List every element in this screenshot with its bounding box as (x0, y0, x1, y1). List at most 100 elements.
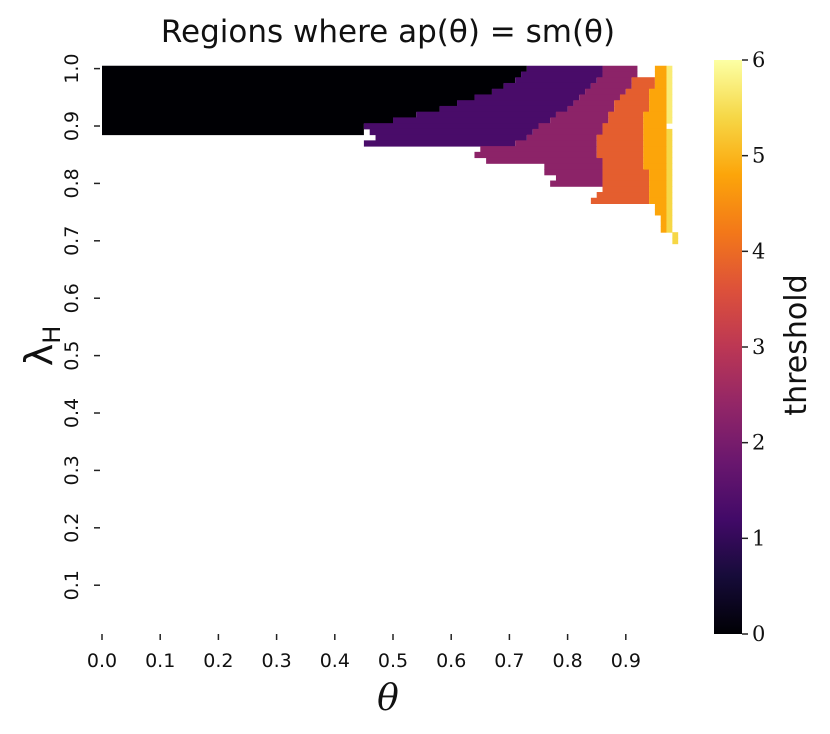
chart-title: Regions where ap(θ) = sm(θ) (161, 14, 615, 50)
heatmap-cell (666, 117, 673, 124)
heatmap-cell (439, 105, 568, 113)
heatmap-cell (666, 71, 673, 78)
heatmap-cells (102, 65, 679, 245)
heatmap-cell (596, 77, 632, 84)
heatmap-cell (643, 157, 667, 164)
y-axis-label-main: λ (17, 344, 61, 367)
heatmap-cell (550, 180, 603, 187)
heatmap-cell (672, 232, 679, 239)
heatmap-cell (544, 163, 603, 170)
heatmap-cell (654, 82, 667, 90)
colorbar-tick-label: 1 (752, 526, 765, 550)
heatmap-cell (102, 65, 527, 72)
heatmap-cell (602, 169, 650, 176)
x-tick-label: 0.8 (552, 650, 582, 672)
colorbar-tick-label: 4 (752, 239, 765, 263)
heatmap-cell (649, 186, 667, 193)
heatmap-cell (649, 197, 667, 204)
y-axis-label: λH (17, 326, 66, 367)
heatmap-cell (416, 111, 556, 118)
heatmap-cell (503, 82, 591, 90)
colorbar-label: threshold (779, 274, 814, 415)
heatmap-cell (666, 100, 673, 107)
heatmap-cell (654, 65, 667, 72)
heatmap-cell (532, 128, 603, 136)
heatmap-cell (631, 77, 655, 84)
heatmap-cell (666, 128, 673, 136)
heatmap-cell (649, 192, 667, 199)
heatmap-cell (579, 94, 620, 101)
heatmap-cell (666, 134, 673, 141)
heatmap-cell (102, 123, 364, 130)
heatmap-cell (666, 203, 673, 210)
heatmap-cell (585, 88, 626, 95)
heatmap-cell (602, 71, 638, 78)
y-tick-label: 0.5 (61, 341, 83, 371)
heatmap-cell (643, 123, 667, 130)
colorbar-tick-label: 5 (752, 144, 765, 168)
y-tick-label: 0.9 (61, 111, 83, 141)
heatmap-cell (649, 88, 667, 95)
heatmap-cell (666, 186, 673, 193)
x-tick-label: 0.2 (203, 650, 233, 672)
y-tick-label: 0.1 (61, 570, 83, 600)
heatmap-cell (666, 169, 673, 176)
heatmap-cell (666, 180, 673, 187)
heatmap-cell (515, 77, 597, 84)
heatmap-cell (643, 117, 667, 124)
heatmap-cell (654, 77, 667, 84)
heatmap-cell (602, 128, 644, 136)
heatmap-cell (631, 82, 655, 90)
y-tick-label: 0.7 (61, 226, 83, 256)
heatmap-cell (544, 169, 603, 176)
heatmap-cell (102, 77, 516, 84)
heatmap-cell (102, 88, 492, 95)
heatmap-cell (521, 71, 603, 78)
heatmap-cell (666, 163, 673, 170)
x-tick-label: 0.3 (261, 650, 291, 672)
heatmap-cell (649, 100, 667, 107)
heatmap-cell (596, 134, 644, 141)
heatmap-cell (649, 105, 667, 113)
heatmap-cell (643, 151, 667, 159)
heatmap-cell (649, 169, 667, 176)
heatmap-cell (643, 134, 667, 141)
y-tick-label: 0.2 (61, 513, 83, 543)
heatmap-cell (666, 174, 673, 182)
heatmap-cell (614, 105, 650, 113)
heatmap-cell (102, 128, 364, 136)
heatmap-cell (666, 65, 673, 72)
heatmap-cell (654, 71, 667, 78)
heatmap-cell (666, 82, 673, 90)
heatmap-cell (573, 100, 615, 107)
y-axis-label-group: λH (17, 326, 66, 367)
heatmap-cell (102, 100, 458, 107)
heatmap-cell (102, 82, 504, 90)
heatmap-cell (526, 134, 597, 141)
x-axis-ticks: 0.0 0.1 0.2 0.3 0.4 0.5 0.6 0.7 0.8 0.9 (87, 634, 641, 672)
x-axis-label: θ (377, 678, 399, 719)
heatmap-cell (369, 128, 533, 136)
x-tick-label: 0.5 (378, 650, 408, 672)
heatmap-cell (625, 88, 650, 95)
heatmap-cell (619, 94, 650, 101)
heatmap-cell (602, 186, 650, 193)
heatmap-cell (102, 94, 475, 101)
heatmap-cell (375, 134, 527, 141)
colorbar-tick-label: 3 (752, 335, 765, 359)
heatmap-cell (555, 174, 603, 182)
heatmap-cell (649, 180, 667, 187)
y-tick-label: 0.4 (61, 398, 83, 428)
colorbar-label-group: threshold (779, 274, 814, 415)
heatmap-cell (602, 157, 644, 164)
heatmap-cell (363, 123, 539, 130)
x-tick-label: 0.4 (320, 650, 350, 672)
heatmap-cell (608, 117, 644, 124)
heatmap-cell (649, 94, 667, 101)
heatmap-cell (550, 117, 609, 124)
heatmap-cell (590, 82, 632, 90)
heatmap-cell (474, 94, 580, 101)
heatmap-cell (666, 88, 673, 95)
x-tick-label: 0.7 (494, 650, 524, 672)
heatmap-cell (567, 105, 615, 113)
